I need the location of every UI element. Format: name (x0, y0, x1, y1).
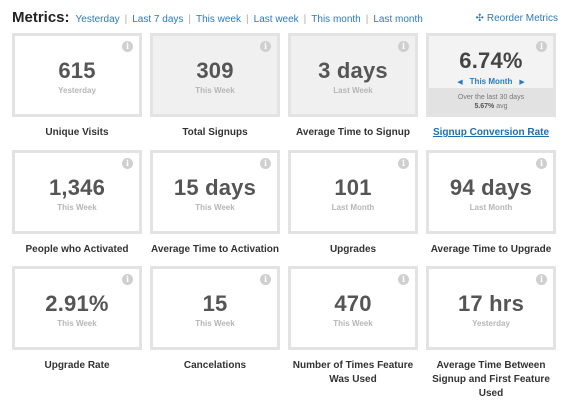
metric-card[interactable]: i 2.91% This Week (12, 266, 142, 350)
move-cross-icon: ✣ (475, 13, 484, 24)
metric-card[interactable]: i 6.74% ◀ This Month ▶ Over the last 30 … (426, 33, 556, 117)
filter-separator: | (188, 14, 192, 25)
metric-card[interactable]: i 309 This Week (150, 33, 280, 117)
metric-period: This Week (57, 319, 97, 328)
footer-text: Over the last 30 days (457, 94, 525, 101)
metric-label: Average Time to Signup (296, 127, 410, 138)
info-icon[interactable]: i (536, 158, 547, 169)
metric-upgrade-rate: i 2.91% This Week Upgrade Rate (12, 266, 142, 373)
footer-avg-value: 5.67% (474, 103, 495, 110)
metric-label: Average Time to Activation (151, 244, 279, 255)
metric-card[interactable]: i 1,346 This Week (12, 150, 142, 234)
metric-period: Last Month (469, 203, 513, 212)
info-icon[interactable]: i (260, 158, 271, 169)
metric-card[interactable]: i 15 days This Week (150, 150, 280, 234)
metric-label: Upgrades (329, 244, 377, 255)
metric-value: 15 days (173, 175, 257, 200)
metric-period: This Week (195, 203, 235, 212)
signup-conversion-rate-link[interactable]: Signup Conversion Rate (432, 127, 550, 138)
metric-label: Cancelations (183, 360, 247, 371)
filter-yesterday[interactable]: Yesterday (75, 14, 120, 25)
metric-value: 101 (334, 175, 372, 200)
filter-separator: | (303, 14, 307, 25)
filter-this-week[interactable]: This week (196, 14, 242, 25)
metric-label: Number of Times Feature Was Used (292, 360, 414, 385)
metric-card[interactable]: i 3 days Last Week (288, 33, 418, 117)
metric-label: Total Signups (182, 127, 248, 138)
metric-value: 615 (58, 58, 96, 83)
reorder-metrics-button[interactable]: ✣ Reorder Metrics (475, 13, 558, 24)
footer-average: 5.67% avg (429, 102, 553, 111)
metric-period: Last Month (331, 203, 375, 212)
metric-value: 15 (202, 291, 228, 316)
metric-period: This Week (57, 203, 97, 212)
metric-period: This Week (195, 86, 235, 95)
metric-upgrades: i 101 Last Month Upgrades (288, 150, 418, 257)
metric-period: This Month (469, 77, 513, 86)
metric-card[interactable]: i 17 hrs Yesterday (426, 266, 556, 350)
metric-average-time-to-signup: i 3 days Last Week Average Time to Signu… (288, 33, 418, 140)
metric-value: 1,346 (48, 175, 106, 200)
metric-people-who-activated: i 1,346 This Week People who Activated (12, 150, 142, 257)
info-icon[interactable]: i (122, 41, 133, 52)
metric-label: Average Time to Upgrade (430, 244, 552, 255)
info-icon[interactable]: i (122, 274, 133, 285)
arrow-right-icon[interactable]: ▶ (519, 78, 525, 86)
filter-separator: | (124, 14, 128, 25)
metric-value: 17 hrs (457, 291, 525, 316)
metric-unique-visits: i 615 Yesterday Unique Visits (12, 33, 142, 140)
metric-value: 470 (334, 291, 372, 316)
metric-label: Average Time Between Signup and First Fe… (432, 360, 550, 399)
metrics-header: Metrics: Yesterday | Last 7 days | This … (12, 9, 558, 31)
metric-value: 2.91% (45, 291, 109, 316)
info-icon[interactable]: i (260, 274, 271, 285)
metric-label: People who Activated (25, 244, 129, 255)
filter-last-7-days[interactable]: Last 7 days (132, 14, 184, 25)
metric-cancelations: i 15 This Week Cancelations (150, 266, 280, 373)
metric-card[interactable]: i 15 This Week (150, 266, 280, 350)
filter-separator: | (246, 14, 249, 25)
date-filters: Yesterday | Last 7 days | This week | La… (76, 14, 423, 25)
metric-card[interactable]: i 94 days Last Month (426, 150, 556, 234)
filter-separator: | (365, 14, 369, 25)
metric-value: 309 (196, 58, 234, 83)
filter-last-month[interactable]: Last month (373, 14, 423, 25)
info-icon[interactable]: i (122, 158, 133, 169)
footer-avg-suffix: avg (496, 103, 508, 110)
metric-card[interactable]: i 615 Yesterday (12, 33, 142, 117)
metric-period: Yesterday (472, 319, 510, 328)
metric-period: This Week (195, 319, 235, 328)
metric-average-time-to-upgrade: i 94 days Last Month Average Time to Upg… (426, 150, 556, 257)
metric-period: This Week (333, 319, 373, 328)
info-icon[interactable]: i (398, 41, 409, 52)
info-icon[interactable]: i (536, 41, 547, 52)
metric-card[interactable]: i 101 Last Month (288, 150, 418, 234)
metric-label: Unique Visits (45, 127, 109, 138)
filter-last-week[interactable]: Last week (253, 14, 299, 25)
info-icon[interactable]: i (536, 274, 547, 285)
info-icon[interactable]: i (398, 158, 409, 169)
metrics-title: Metrics: (12, 9, 70, 26)
filter-this-month[interactable]: This month (311, 14, 361, 25)
metric-label: Upgrade Rate (44, 360, 110, 371)
conversion-footer: Over the last 30 days 5.67% avg (429, 88, 553, 114)
period-navigator: ◀ This Month ▶ (429, 77, 553, 86)
metric-signup-conversion-rate: i 6.74% ◀ This Month ▶ Over the last 30 … (426, 33, 556, 140)
metric-period: Last Week (333, 86, 373, 95)
metric-value: 94 days (449, 175, 533, 200)
metric-average-time-to-activation: i 15 days This Week Average Time to Acti… (150, 150, 280, 257)
metric-value: 6.74% (459, 48, 523, 73)
arrow-left-icon[interactable]: ◀ (457, 78, 463, 86)
info-icon[interactable]: i (398, 274, 409, 285)
reorder-metrics-label: Reorder Metrics (486, 13, 558, 24)
metric-total-signups: i 309 This Week Total Signups (150, 33, 280, 140)
metric-time-signup-to-first-feature: i 17 hrs Yesterday Average Time Between … (426, 266, 556, 401)
info-icon[interactable]: i (260, 41, 271, 52)
metric-times-feature-used: i 470 This Week Number of Times Feature … (288, 266, 418, 387)
metric-card[interactable]: i 470 This Week (288, 266, 418, 350)
metric-period: Yesterday (58, 86, 96, 95)
metric-value: 3 days (318, 58, 388, 83)
